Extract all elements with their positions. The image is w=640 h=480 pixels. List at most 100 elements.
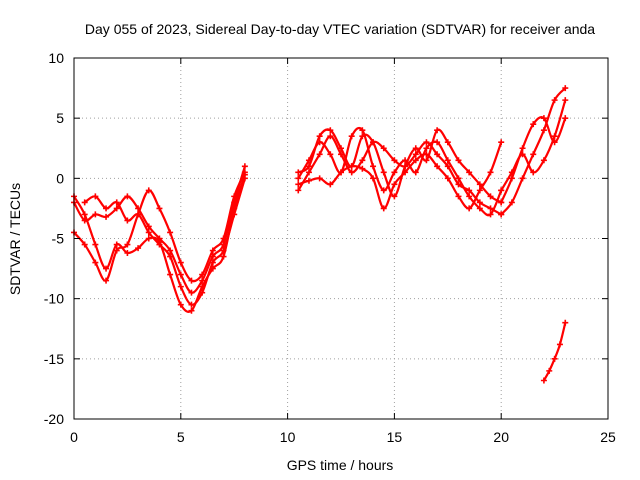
x-tick-label: 0 bbox=[70, 429, 78, 445]
data-point bbox=[338, 169, 344, 176]
data-point bbox=[156, 205, 163, 212]
data-point bbox=[498, 199, 505, 206]
data-point bbox=[348, 133, 355, 140]
data-point bbox=[466, 169, 473, 176]
data-point bbox=[113, 205, 120, 212]
data-point bbox=[370, 175, 377, 182]
data-point bbox=[316, 151, 323, 158]
data-point bbox=[177, 283, 184, 290]
data-point bbox=[391, 193, 398, 200]
data-point bbox=[562, 319, 569, 326]
data-point bbox=[295, 169, 302, 176]
chart-title: Day 055 of 2023, Sidereal Day-to-day VTE… bbox=[85, 21, 595, 37]
data-point bbox=[508, 199, 515, 206]
x-tick-label: 5 bbox=[177, 429, 185, 445]
y-tick-label: -20 bbox=[44, 411, 64, 427]
data-point bbox=[124, 217, 131, 224]
data-point bbox=[103, 277, 110, 284]
data-point bbox=[327, 133, 334, 140]
data-point bbox=[519, 145, 526, 152]
data-point bbox=[167, 247, 174, 254]
data-point bbox=[412, 157, 419, 164]
data-point bbox=[124, 249, 131, 256]
data-point bbox=[167, 271, 174, 278]
data-point bbox=[113, 199, 120, 206]
data-point bbox=[476, 181, 483, 188]
data-point bbox=[476, 199, 483, 206]
data-point bbox=[412, 151, 419, 158]
data-point bbox=[145, 235, 152, 242]
data-point bbox=[455, 181, 462, 188]
data-point bbox=[487, 205, 494, 212]
data-point bbox=[476, 205, 483, 212]
data-point bbox=[380, 187, 387, 194]
data-point bbox=[412, 145, 419, 152]
series-line bbox=[83, 177, 246, 306]
data-point bbox=[316, 139, 323, 146]
data-point bbox=[103, 205, 110, 212]
series-trace-10 bbox=[498, 97, 569, 194]
data-point bbox=[423, 157, 430, 164]
data-point bbox=[348, 169, 355, 176]
data-point bbox=[466, 205, 473, 212]
data-point bbox=[444, 163, 451, 170]
data-point bbox=[402, 169, 409, 176]
y-tick-label: 10 bbox=[48, 50, 64, 66]
data-point bbox=[530, 121, 537, 128]
data-point bbox=[295, 181, 302, 188]
data-point bbox=[434, 127, 441, 134]
data-point bbox=[295, 175, 302, 182]
data-point bbox=[551, 355, 558, 362]
data-point bbox=[103, 265, 110, 272]
data-point bbox=[295, 187, 302, 194]
data-point bbox=[359, 157, 366, 164]
x-tick-label: 20 bbox=[493, 429, 509, 445]
data-point bbox=[220, 247, 227, 254]
series-trace-12 bbox=[540, 319, 569, 384]
data-point bbox=[530, 151, 537, 158]
data-point bbox=[167, 253, 174, 260]
data-point bbox=[434, 139, 441, 146]
data-point bbox=[498, 139, 505, 146]
data-point bbox=[92, 193, 99, 200]
y-tick-label: 5 bbox=[56, 110, 64, 126]
data-point bbox=[113, 247, 120, 254]
data-point bbox=[412, 169, 419, 176]
data-point bbox=[81, 211, 88, 218]
data-point bbox=[546, 367, 553, 374]
data-point bbox=[498, 211, 505, 218]
data-point bbox=[113, 241, 120, 248]
data-point bbox=[156, 241, 163, 248]
data-point bbox=[305, 169, 312, 176]
y-tick-label: -10 bbox=[44, 291, 64, 307]
data-point bbox=[476, 187, 483, 194]
data-point bbox=[209, 259, 216, 266]
data-point bbox=[498, 187, 505, 194]
series-line bbox=[297, 126, 503, 217]
data-point bbox=[551, 133, 558, 140]
data-point bbox=[530, 169, 537, 176]
data-point bbox=[327, 181, 334, 188]
data-point bbox=[209, 247, 216, 254]
data-point bbox=[508, 175, 515, 182]
data-point bbox=[380, 145, 387, 152]
data-point bbox=[188, 307, 195, 314]
data-point bbox=[220, 235, 227, 242]
data-point bbox=[231, 193, 238, 200]
data-point bbox=[562, 85, 569, 92]
data-point bbox=[455, 175, 462, 182]
data-point bbox=[402, 163, 409, 170]
data-point bbox=[92, 259, 99, 266]
data-point bbox=[305, 157, 312, 164]
data-point bbox=[199, 277, 206, 284]
data-point bbox=[92, 211, 99, 218]
data-point bbox=[562, 97, 569, 104]
data-point bbox=[145, 223, 152, 230]
data-point bbox=[423, 145, 430, 152]
data-point bbox=[444, 157, 451, 164]
data-point bbox=[487, 193, 494, 200]
data-point bbox=[199, 271, 206, 278]
data-point bbox=[316, 175, 323, 182]
data-point bbox=[145, 229, 152, 236]
